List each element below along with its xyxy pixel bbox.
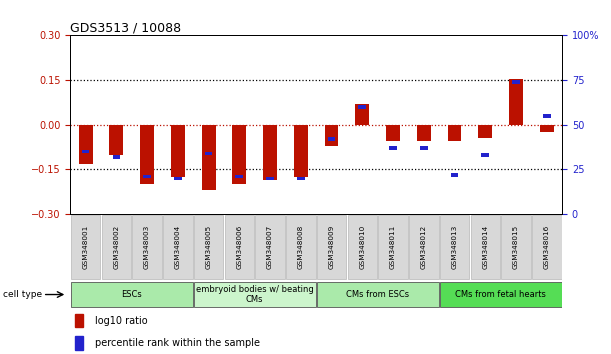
Text: GSM348004: GSM348004 [175, 225, 181, 269]
Text: GSM348010: GSM348010 [359, 225, 365, 269]
Text: GDS3513 / 10088: GDS3513 / 10088 [70, 21, 181, 34]
Text: embryoid bodies w/ beating
CMs: embryoid bodies w/ beating CMs [196, 285, 313, 304]
Text: GSM348009: GSM348009 [329, 225, 335, 269]
FancyBboxPatch shape [101, 215, 131, 279]
Text: GSM348005: GSM348005 [205, 225, 211, 269]
FancyBboxPatch shape [71, 282, 192, 307]
Bar [266, 177, 274, 180]
FancyBboxPatch shape [440, 215, 469, 279]
FancyBboxPatch shape [71, 215, 100, 279]
Text: cell type: cell type [3, 290, 42, 299]
FancyBboxPatch shape [409, 215, 439, 279]
Bar [171, 125, 185, 177]
FancyBboxPatch shape [225, 215, 254, 279]
Text: log10 ratio: log10 ratio [95, 316, 147, 326]
Bar [389, 146, 397, 150]
Bar [420, 146, 428, 150]
FancyBboxPatch shape [163, 215, 192, 279]
Text: CMs from fetal hearts: CMs from fetal hearts [455, 290, 546, 299]
Bar [235, 175, 243, 178]
Bar [481, 153, 489, 157]
Bar [478, 125, 492, 138]
Text: GSM348016: GSM348016 [544, 225, 550, 269]
Text: ESCs: ESCs [122, 290, 142, 299]
Bar [79, 125, 92, 164]
Bar [543, 114, 551, 118]
Bar [509, 79, 523, 125]
Bar [112, 155, 120, 159]
Bar [294, 125, 308, 177]
FancyBboxPatch shape [286, 215, 315, 279]
Text: GSM348011: GSM348011 [390, 225, 396, 269]
Bar [359, 105, 366, 109]
Bar [232, 125, 246, 184]
FancyBboxPatch shape [470, 215, 500, 279]
Bar [451, 173, 458, 177]
Bar [140, 125, 154, 184]
Text: GSM348014: GSM348014 [482, 225, 488, 269]
Text: GSM348012: GSM348012 [421, 225, 427, 269]
Bar [417, 125, 431, 141]
Text: GSM348003: GSM348003 [144, 225, 150, 269]
FancyBboxPatch shape [317, 215, 346, 279]
Bar [205, 152, 213, 155]
Text: GSM348002: GSM348002 [114, 225, 119, 269]
FancyBboxPatch shape [194, 215, 224, 279]
FancyBboxPatch shape [255, 215, 285, 279]
FancyBboxPatch shape [440, 282, 562, 307]
Text: GSM348008: GSM348008 [298, 225, 304, 269]
Bar [75, 314, 82, 327]
Bar [202, 125, 216, 190]
Bar [448, 125, 461, 141]
Bar [143, 175, 151, 178]
FancyBboxPatch shape [532, 215, 562, 279]
Bar [386, 125, 400, 141]
Bar [327, 137, 335, 141]
Text: GSM348013: GSM348013 [452, 225, 458, 269]
Bar [82, 150, 89, 153]
Bar [297, 177, 305, 180]
Bar [75, 336, 82, 350]
Bar [512, 80, 520, 84]
Bar [540, 125, 554, 132]
FancyBboxPatch shape [378, 215, 408, 279]
Bar [174, 177, 181, 180]
Bar [356, 104, 369, 125]
FancyBboxPatch shape [133, 215, 162, 279]
Bar [324, 125, 338, 145]
Text: CMs from ESCs: CMs from ESCs [346, 290, 409, 299]
Bar [263, 125, 277, 180]
FancyBboxPatch shape [194, 282, 315, 307]
FancyBboxPatch shape [501, 215, 531, 279]
FancyBboxPatch shape [348, 215, 377, 279]
Text: GSM348007: GSM348007 [267, 225, 273, 269]
Bar [109, 125, 123, 155]
Text: GSM348015: GSM348015 [513, 225, 519, 269]
Text: GSM348001: GSM348001 [82, 225, 89, 269]
Text: percentile rank within the sample: percentile rank within the sample [95, 338, 260, 348]
Text: GSM348006: GSM348006 [236, 225, 243, 269]
FancyBboxPatch shape [317, 282, 439, 307]
